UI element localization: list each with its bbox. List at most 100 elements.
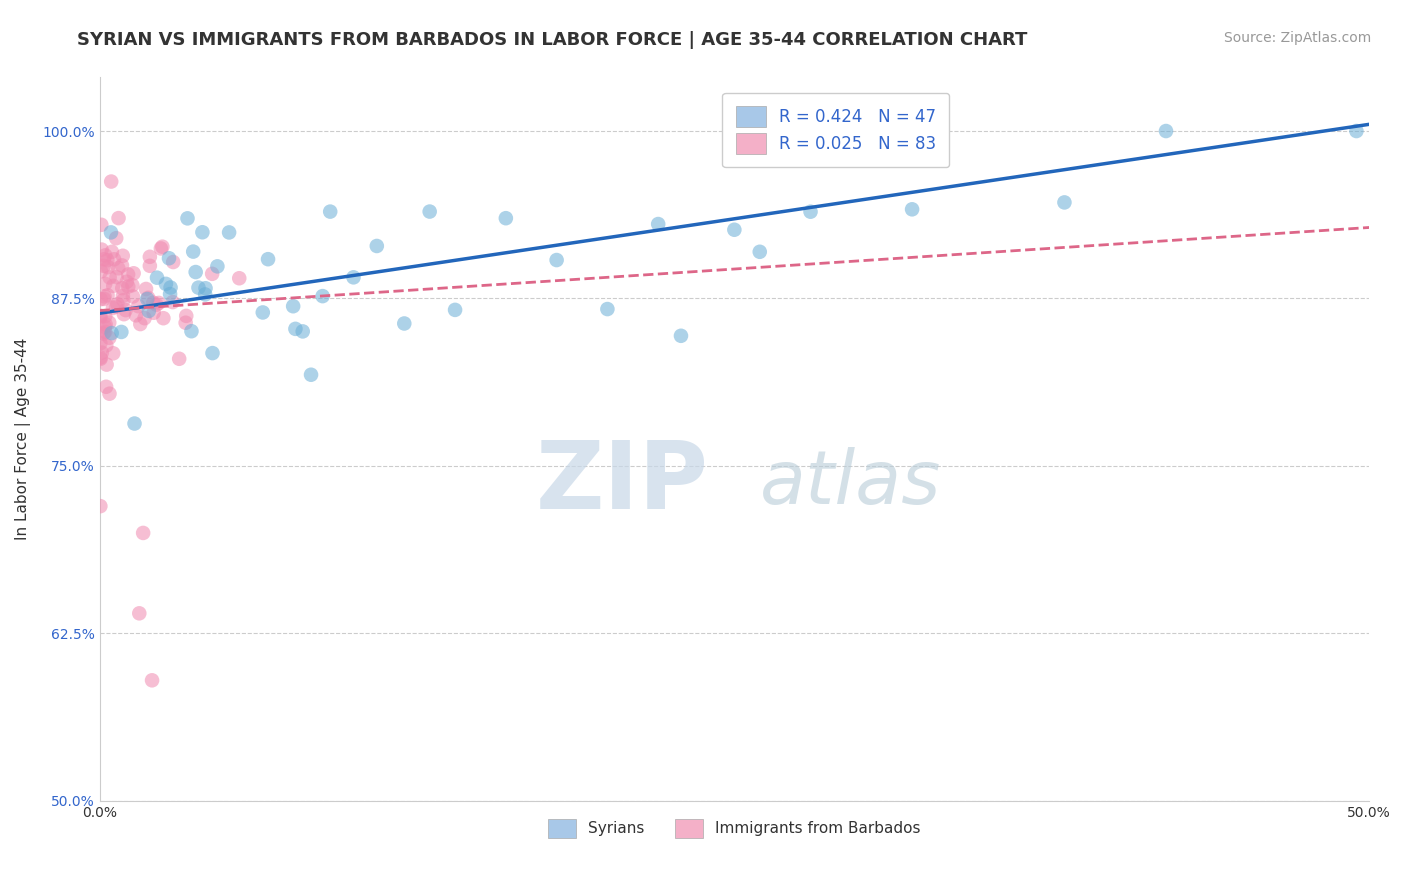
Point (159, 280, 181, 294)
Point (93, 289, 115, 303)
Point (100, 226, 122, 240)
Point (419, 204, 441, 219)
Point (105, 231, 128, 245)
Point (89, 310, 111, 325)
Point (110, 325, 132, 339)
Point (94, 277, 117, 291)
Point (138, 304, 160, 318)
Point (174, 316, 197, 330)
Point (103, 346, 125, 360)
Point (444, 302, 467, 317)
Text: Source: ZipAtlas.com: Source: ZipAtlas.com (1223, 31, 1371, 45)
Point (89, 351, 111, 365)
Point (141, 673, 163, 688)
Point (283, 299, 305, 313)
Point (176, 211, 198, 226)
Point (107, 211, 129, 226)
Point (319, 204, 342, 219)
Point (128, 607, 150, 621)
Point (139, 250, 162, 264)
Point (90, 351, 112, 366)
Point (98, 331, 121, 345)
Point (495, 211, 517, 226)
Point (94, 320, 117, 334)
Point (111, 289, 134, 303)
Point (184, 265, 207, 279)
Point (112, 307, 135, 321)
Point (136, 291, 159, 305)
Point (191, 225, 214, 239)
Point (135, 282, 157, 296)
Point (94, 309, 117, 323)
Point (111, 259, 134, 273)
Point (121, 278, 143, 293)
Point (366, 239, 388, 253)
Point (596, 301, 619, 316)
Point (132, 525, 155, 540)
Point (96, 358, 118, 372)
Point (152, 311, 174, 326)
Point (201, 267, 224, 281)
Point (311, 289, 333, 303)
Point (90, 264, 112, 278)
Point (94, 248, 117, 262)
Point (394, 317, 416, 331)
Point (162, 255, 184, 269)
Point (105, 300, 128, 314)
Point (90, 345, 112, 359)
Point (94, 325, 117, 339)
Point (97, 260, 120, 274)
Point (252, 305, 274, 319)
Point (207, 260, 229, 274)
Point (159, 287, 181, 301)
Point (94, 318, 117, 332)
Point (157, 252, 180, 266)
Point (180, 324, 202, 338)
Point (94, 380, 117, 394)
Point (89, 336, 111, 351)
Point (89, 499, 111, 513)
Point (142, 306, 165, 320)
Point (799, 204, 821, 219)
Legend: Syrians, Immigrants from Barbados: Syrians, Immigrants from Barbados (543, 813, 927, 844)
Point (669, 328, 692, 343)
Point (647, 217, 669, 231)
Point (97, 288, 120, 302)
Point (89, 309, 111, 323)
Point (98, 386, 121, 401)
Point (107, 261, 129, 276)
Point (155, 277, 177, 291)
Point (93, 326, 115, 341)
Point (117, 279, 139, 293)
Point (90, 243, 112, 257)
Point (174, 309, 197, 323)
Point (194, 281, 217, 295)
Point (115, 275, 138, 289)
Text: SYRIAN VS IMMIGRANTS FROM BARBADOS IN LABOR FORCE | AGE 35-44 CORRELATION CHART: SYRIAN VS IMMIGRANTS FROM BARBADOS IN LA… (77, 31, 1028, 49)
Point (96, 338, 118, 352)
Point (187, 280, 209, 294)
Point (181, 244, 204, 259)
Point (1346, 124, 1368, 138)
Point (101, 301, 124, 315)
Point (100, 326, 122, 340)
Point (201, 346, 224, 360)
Point (148, 296, 170, 310)
Point (134, 311, 156, 326)
Point (90, 218, 112, 232)
Point (90, 326, 112, 340)
Y-axis label: In Labor Force | Age 35-44: In Labor Force | Age 35-44 (15, 338, 31, 541)
Point (122, 266, 145, 280)
Point (112, 293, 135, 307)
Point (167, 351, 190, 366)
Point (125, 309, 148, 323)
Point (101, 244, 124, 259)
Point (257, 252, 280, 267)
Point (546, 253, 568, 268)
Point (96, 253, 118, 268)
Point (228, 271, 250, 285)
Text: ZIP: ZIP (536, 436, 709, 529)
Point (284, 322, 307, 336)
Point (136, 292, 159, 306)
Point (748, 244, 770, 259)
